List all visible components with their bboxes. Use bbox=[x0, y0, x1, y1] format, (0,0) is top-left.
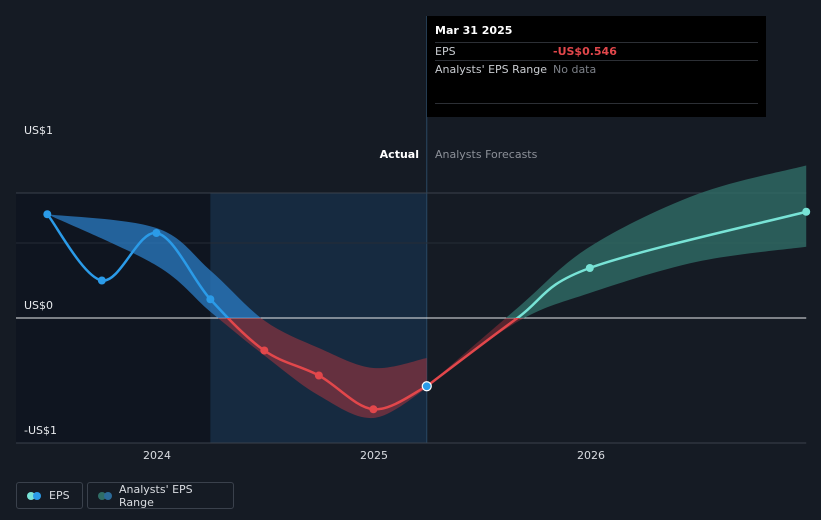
x-tick-label-2026: 2026 bbox=[577, 449, 605, 462]
eps-actual-point bbox=[206, 295, 215, 304]
tooltip-eps-row: EPS -US$0.546 bbox=[435, 42, 758, 60]
x-tick-label-2024: 2024 bbox=[143, 449, 171, 462]
range-swatch-icon bbox=[98, 491, 112, 500]
legend-eps[interactable]: EPS bbox=[16, 482, 83, 509]
y-label-top: US$1 bbox=[24, 124, 53, 137]
tooltip-range-row: Analysts' EPS Range No data bbox=[435, 60, 758, 78]
legend-eps-range[interactable]: Analysts' EPS Range bbox=[87, 482, 234, 509]
actual-zone-label: Actual bbox=[380, 148, 419, 161]
eps-forecast-line-positive bbox=[515, 210, 807, 318]
x-tick-label-2025: 2025 bbox=[360, 449, 388, 462]
tooltip-divider bbox=[435, 103, 758, 104]
eps-actual-point bbox=[260, 346, 269, 355]
eps-actual-point bbox=[314, 371, 323, 380]
forecast-zone-label: Analysts Forecasts bbox=[435, 148, 538, 161]
eps-swatch-icon bbox=[27, 491, 41, 500]
legend-range-label: Analysts' EPS Range bbox=[119, 482, 193, 509]
y-label-zero: US$0 bbox=[24, 299, 53, 312]
eps-actual-point bbox=[152, 229, 161, 237]
eps-range-band-negative bbox=[217, 318, 427, 419]
tooltip-eps-label: EPS bbox=[435, 45, 456, 58]
eps-forecast-line-negative bbox=[426, 318, 520, 388]
eps-actual-point bbox=[97, 276, 106, 285]
eps-forecast-point bbox=[802, 207, 811, 216]
tooltip-eps-value: -US$0.546 bbox=[553, 45, 617, 58]
legend-eps-label: EPS bbox=[49, 489, 70, 502]
tooltip-range-label: Analysts' EPS Range bbox=[435, 63, 548, 76]
y-label-bottom: -US$1 bbox=[24, 424, 57, 437]
eps-actual-point bbox=[421, 381, 432, 392]
eps-actual-point bbox=[369, 405, 378, 414]
eps-actual-point bbox=[43, 210, 52, 219]
eps-tooltip: Mar 31 2025 EPS -US$0.546 Analysts' EPS … bbox=[427, 16, 766, 117]
tooltip-range-value: No data bbox=[553, 63, 597, 76]
eps-forecast-band-positive bbox=[505, 165, 807, 318]
tooltip-date: Mar 31 2025 bbox=[435, 24, 513, 37]
eps-actual-line-negative bbox=[226, 318, 428, 411]
eps-forecast-point bbox=[585, 264, 594, 272]
eps-range-band-positive bbox=[47, 214, 262, 318]
